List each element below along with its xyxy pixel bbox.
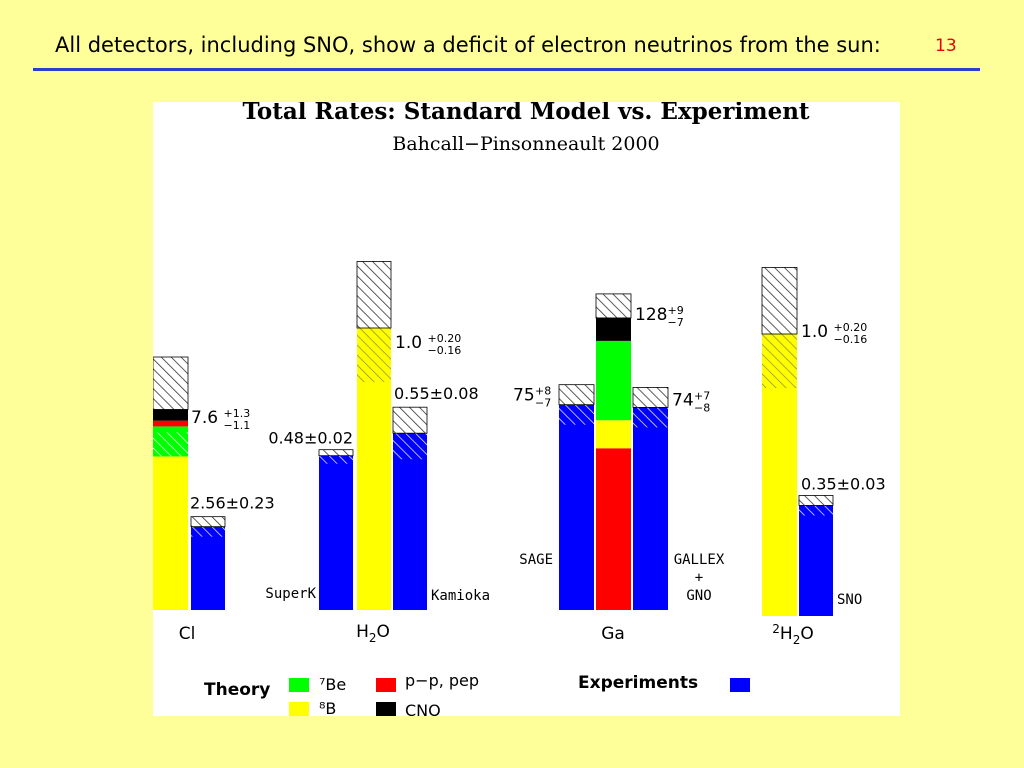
label-d2o-sno-value: 0.35±0.03 (801, 474, 886, 493)
bar-cl-theory-CNO (153, 409, 188, 421)
legend: Theory ⁷Be p−p, pep ⁸B CNO Experiments (204, 671, 750, 716)
bar-d2o-sno (799, 505, 833, 616)
label-h2o-kamioka-name: Kamioka (431, 588, 490, 604)
bar-ga-sage-band (559, 404, 594, 425)
bar-ga-theory-B8 (596, 420, 631, 449)
legend-swatch-pp (376, 678, 396, 692)
bar-d2o-sno-band (799, 505, 833, 516)
bar-ga-gallex-band (633, 407, 668, 428)
label-cl-theory: 7.6 +1.3−1.1 (191, 407, 250, 432)
bar-ga-theory-Be7 (596, 340, 631, 421)
target-label-d2o: 2H2O (772, 622, 813, 647)
chart-subtitle: Bahcall−Pinsonneault 2000 (392, 133, 659, 155)
bar-d2o-theory-uncertainty (761, 267, 798, 335)
label-d2o-theory: 1.0 +0.20−0.16 (801, 321, 867, 346)
target-label-cl: Cl (179, 624, 196, 644)
slide-title: All detectors, including SNO, show a def… (55, 33, 881, 57)
title-divider (33, 68, 980, 71)
solar-neutrino-chart: Total Rates: Standard Model vs. Experime… (153, 102, 886, 716)
bar-ga-theory-pp_pep (596, 448, 631, 610)
label-ga-theory-value: 128 (635, 305, 667, 325)
bar-cl-theory-B8 (153, 456, 188, 610)
label-h2o-theory-plus: +0.20 (428, 332, 462, 345)
bar-ga-gallex-uncertainty (632, 387, 669, 408)
label-d2o-theory-plus: +0.20 (834, 321, 868, 334)
label-d2o-theory-minus: −0.16 (834, 333, 868, 346)
label-cl-theory-minus: −1.1 (224, 419, 251, 432)
bar-cl-theory-band (153, 432, 188, 457)
legend-swatch-be7 (289, 678, 309, 692)
labels-layer: 7.6 +1.3−1.12.56±0.231.0 +0.20−0.160.48±0.… (190, 304, 886, 608)
bar-d2o-theory-band (762, 334, 797, 388)
label-h2o-kamioka-value: 0.55±0.08 (394, 384, 479, 403)
legend-experiments-label: Experiments (578, 673, 698, 693)
label-ga-gallex-value-value: 74 (672, 390, 694, 410)
chart-panel: Total Rates: Standard Model vs. Experime… (153, 102, 900, 716)
label-ga-theory-plus: +9 (668, 304, 684, 317)
bars-layer (153, 261, 834, 616)
label-h2o-theory-minus: −0.16 (428, 344, 462, 357)
label-ga-gallex-value: 74 +7−8 (672, 389, 710, 414)
label-h2o-superk-value: 0.48±0.02 (268, 429, 353, 448)
bar-h2o-theory-uncertainty (356, 261, 392, 329)
bar-h2o-superk-band (319, 455, 353, 464)
target-label-ga: Ga (601, 624, 625, 644)
chart-title: Total Rates: Standard Model vs. Experime… (242, 102, 809, 125)
label-ga-gallex-value-minus: −8 (694, 401, 710, 414)
label-ga-gallex-name-2: GNO (686, 588, 711, 604)
bar-h2o-superk-uncertainty (318, 449, 354, 457)
target-label-h2o: H2O (356, 622, 390, 645)
bar-cl-theory-pp_pep (153, 420, 188, 427)
label-cl-experiment: 2.56±0.23 (190, 494, 275, 513)
bar-h2o-superk (319, 455, 353, 610)
bar-ga-sage (559, 404, 594, 610)
label-ga-theory-minus: −7 (668, 316, 684, 329)
label-d2o-theory-value: 1.0 (801, 322, 828, 342)
label-h2o-superk-name: SuperK (265, 586, 316, 602)
legend-theory-label: Theory (204, 680, 270, 700)
bar-cl-theory-uncertainty (153, 356, 189, 410)
bar-cl-experiment-band (191, 526, 225, 537)
legend-label-b8: ⁸B (319, 699, 336, 716)
label-ga-gallex-name-1: + (695, 570, 703, 586)
bar-h2o-kamioka-band (393, 433, 427, 460)
bar-ga-theory-uncertainty (595, 293, 632, 319)
label-ga-sage-value-minus: −7 (535, 397, 551, 410)
label-cl-theory-value: 7.6 (191, 408, 218, 428)
bar-ga-sage-uncertainty (558, 384, 595, 406)
legend-label-cno: CNO (405, 701, 441, 716)
legend-swatch-cno (376, 702, 396, 716)
label-ga-theory: 128 +9−7 (635, 304, 684, 329)
bar-cl-experiment (191, 526, 225, 610)
label-ga-sage-value-plus: +8 (535, 385, 551, 398)
label-ga-gallex-name-0: GALLEX (674, 552, 725, 568)
bar-h2o-theory-band (357, 328, 391, 382)
bar-ga-gallex (633, 407, 668, 610)
label-d2o-sno-name: SNO (837, 592, 862, 608)
label-ga-gallex-value-plus: +7 (694, 389, 710, 402)
label-ga-sage-name: SAGE (519, 552, 553, 568)
bar-d2o-sno-uncertainty (798, 495, 834, 506)
slide-number: 13 (935, 36, 957, 56)
legend-label-be7: ⁷Be (319, 675, 346, 694)
label-cl-theory-plus: +1.3 (224, 407, 251, 420)
legend-swatch-experiment (730, 678, 750, 692)
label-ga-sage-value: 75 +8−7 (513, 385, 551, 410)
label-ga-sage-value-value: 75 (513, 386, 535, 406)
legend-label-pp: p−p, pep (405, 671, 479, 690)
bar-h2o-kamioka-uncertainty (392, 406, 428, 434)
bar-ga-theory-CNO (596, 317, 631, 341)
bar-cl-experiment-uncertainty (190, 516, 226, 528)
label-h2o-theory: 1.0 +0.20−0.16 (395, 332, 461, 357)
legend-swatch-b8 (289, 702, 309, 716)
label-h2o-theory-value: 1.0 (395, 333, 422, 353)
bar-h2o-kamioka (393, 433, 427, 610)
